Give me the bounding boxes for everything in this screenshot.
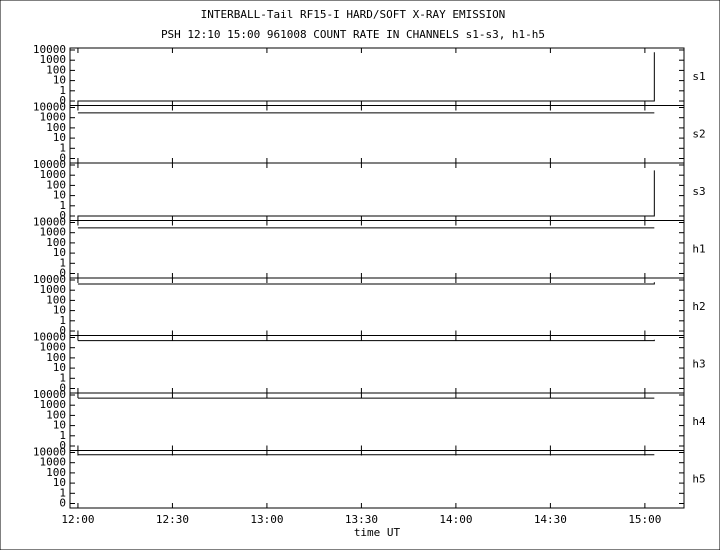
- y-tick-label: 1: [59, 199, 66, 212]
- y-tick-label: 1000: [40, 168, 67, 181]
- series-label: h1: [692, 242, 705, 255]
- series-label: h4: [692, 415, 706, 428]
- y-tick-label: 1000: [40, 341, 67, 354]
- panel-frame: [69, 450, 685, 509]
- y-tick-label: 100: [46, 408, 66, 421]
- y-tick-label: 10: [53, 476, 66, 489]
- data-line: [77, 170, 655, 217]
- y-tick-label: 10000: [33, 446, 66, 459]
- y-tick-label: 1000: [40, 398, 67, 411]
- y-tick-label: 10: [53, 419, 66, 432]
- series-label: h3: [692, 357, 705, 370]
- y-tick-label: 100: [46, 178, 66, 191]
- y-tick-label: 10: [53, 74, 66, 87]
- y-tick-label: 100: [46, 293, 66, 306]
- data-line: [77, 339, 655, 342]
- y-tick-label: 10000: [33, 388, 66, 401]
- y-tick-label: 100: [46, 121, 66, 134]
- x-tick-label: 14:00: [439, 513, 472, 526]
- y-tick-label: 0: [59, 497, 66, 510]
- x-tick-label: 15:00: [628, 513, 661, 526]
- y-tick-label: 0: [59, 382, 66, 395]
- y-tick-label: 1000: [40, 111, 67, 124]
- y-tick-label: 100: [46, 351, 66, 364]
- y-tick-label: 1000: [40, 456, 67, 469]
- y-tick-label: 10000: [33, 216, 66, 229]
- y-tick-label: 100: [46, 63, 66, 76]
- y-tick-label: 10000: [33, 158, 66, 171]
- y-tick-label: 0: [59, 267, 66, 280]
- y-tick-label: 10: [53, 131, 66, 144]
- x-tick-label: 13:30: [345, 513, 378, 526]
- data-line: [77, 52, 655, 102]
- chart-title: INTERBALL-Tail RF15-I HARD/SOFT X-RAY EM…: [201, 8, 506, 21]
- y-tick-label: 100: [46, 466, 66, 479]
- y-tick-label: 1: [59, 141, 66, 154]
- y-tick-label: 0: [59, 439, 66, 452]
- y-tick-label: 10: [53, 189, 66, 202]
- y-tick-label: 1: [59, 429, 66, 442]
- y-tick-label: 10: [53, 246, 66, 259]
- series-label: h2: [692, 300, 705, 313]
- y-tick-label: 10000: [33, 331, 66, 344]
- y-tick-label: 1: [59, 314, 66, 327]
- y-tick-label: 0: [59, 324, 66, 337]
- y-tick-label: 1: [59, 486, 66, 499]
- y-tick-label: 0: [59, 209, 66, 222]
- series-label: s2: [692, 127, 705, 140]
- y-tick-label: 10000: [33, 43, 66, 56]
- series-label: s1: [692, 70, 705, 83]
- x-tick-label: 14:30: [534, 513, 567, 526]
- x-axis-label: time UT: [354, 526, 401, 539]
- y-tick-label: 1: [59, 84, 66, 97]
- data-line: [77, 282, 655, 285]
- x-tick-label: 13:00: [250, 513, 283, 526]
- y-tick-label: 0: [59, 152, 66, 165]
- x-tick-label: 12:30: [156, 513, 189, 526]
- series-label: h5: [692, 472, 705, 485]
- y-tick-label: 1000: [40, 226, 67, 239]
- y-tick-label: 10000: [33, 273, 66, 286]
- series-label: s3: [692, 185, 705, 198]
- y-tick-label: 1000: [40, 283, 67, 296]
- y-tick-label: 10000: [33, 101, 66, 114]
- y-tick-label: 1: [59, 256, 66, 269]
- y-tick-label: 1000: [40, 53, 67, 66]
- y-tick-label: 10: [53, 304, 66, 317]
- y-tick-label: 1: [59, 371, 66, 384]
- y-tick-label: 100: [46, 236, 66, 249]
- y-tick-label: 10: [53, 361, 66, 374]
- y-tick-label: 0: [59, 94, 66, 107]
- x-tick-label: 12:00: [61, 513, 94, 526]
- chart-subtitle: PSH 12:10 15:00 961008 COUNT RATE IN CHA…: [161, 28, 545, 41]
